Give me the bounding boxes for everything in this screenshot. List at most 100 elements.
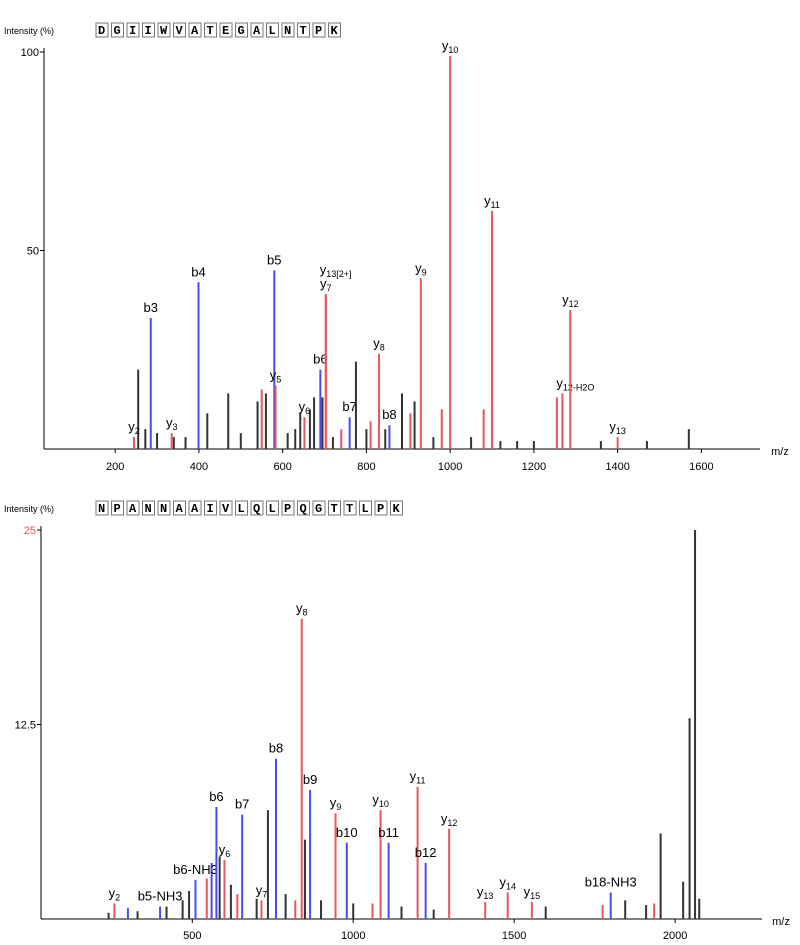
sequence-residue: Q (297, 500, 310, 516)
peak-label: y3 (166, 415, 178, 432)
peak-label: b6 (209, 789, 223, 804)
sequence-residue: I (142, 22, 155, 38)
sequence-residue: I (126, 22, 140, 38)
svg-text:V: V (222, 502, 230, 516)
svg-text:P: P (284, 502, 291, 516)
spectrum-chart-bottom: Intensity (%) N P A N N A A I V L Q L P Q G T T L P K2512.55… (4, 500, 790, 942)
x-tick-label: 1200 (522, 461, 546, 472)
peak-label: y2 (109, 885, 121, 902)
peak-label: b10 (336, 825, 358, 840)
x-tick-label: 500 (183, 930, 201, 942)
sequence-residue: E (219, 22, 233, 38)
sequence-residue: P (111, 500, 124, 516)
sequence-residue: N (157, 500, 171, 516)
sequence-residue: T (328, 500, 341, 516)
sequence-residue: A (188, 500, 202, 516)
svg-text:P: P (315, 24, 322, 38)
peak-label: b4 (191, 264, 205, 279)
svg-text:K: K (393, 502, 401, 516)
sequence-residue: K (328, 22, 341, 38)
peak-label: y12 (441, 811, 458, 828)
svg-text:T: T (300, 24, 307, 38)
peak-label: b3 (144, 300, 158, 315)
svg-text:P: P (114, 502, 121, 516)
sequence-residue: T (297, 22, 310, 38)
x-tick-label: 1000 (341, 930, 365, 942)
peak-label: y7 (320, 276, 332, 293)
sequence-residue: L (235, 500, 248, 516)
sequence-residue: A (188, 22, 202, 38)
sequence-residue: L (359, 500, 372, 516)
svg-text:K: K (331, 24, 339, 38)
sequence-residue: N (142, 500, 155, 516)
sequence-residue: A (173, 500, 186, 516)
peak-label: y8 (373, 336, 385, 353)
peak-label: y11 (484, 193, 500, 210)
svg-text:A: A (129, 502, 137, 516)
peak-label: b7 (342, 399, 356, 414)
svg-text:D: D (98, 24, 105, 38)
sequence-residue: V (219, 500, 233, 516)
peak-label: b8 (382, 407, 396, 422)
peak-label: b9 (303, 772, 317, 787)
svg-text:E: E (222, 24, 229, 38)
svg-text:I: I (129, 24, 136, 38)
spectrum-panel-top: Intensity (%) D G I I W V A T E G A L N T P K 100 50 200 400… (0, 0, 800, 472)
peak-label: b12 (415, 845, 437, 860)
sequence-residue: G (111, 22, 124, 38)
peak-label: y9 (330, 795, 342, 812)
x-tick-label: 400 (190, 461, 208, 472)
svg-text:N: N (98, 502, 105, 516)
sequence-residue: L (266, 22, 279, 38)
peak-label: b8 (269, 741, 283, 756)
peak-label: b7 (235, 797, 249, 812)
svg-text:Q: Q (300, 502, 307, 516)
y-tick-label: 50 (27, 246, 39, 258)
svg-text:N: N (160, 502, 167, 516)
peak-label: y11 (410, 769, 426, 786)
svg-text:T: T (207, 24, 214, 38)
x-axis-label: m/z (772, 916, 790, 928)
peak-label: b5 (267, 252, 281, 267)
svg-text:I: I (145, 24, 152, 38)
svg-text:A: A (191, 502, 199, 516)
sequence-residue: P (281, 500, 295, 516)
peak-label: y14 (499, 875, 516, 892)
svg-text:A: A (176, 502, 184, 516)
sequence-residue: G (235, 22, 248, 38)
svg-text:A: A (253, 24, 261, 38)
peak-label: b6-NH3 (173, 862, 218, 877)
svg-text:A: A (191, 24, 199, 38)
svg-text:L: L (269, 24, 276, 38)
svg-text:W: W (160, 24, 168, 38)
peak-label: y10 (442, 38, 459, 55)
peak-label: b18-NH3 (585, 875, 637, 890)
svg-text:G: G (315, 502, 322, 516)
x-tick-label: 1600 (689, 461, 713, 472)
sequence-residue: V (173, 22, 186, 38)
spectrum-panel-bottom: Intensity (%) N P A N N A A I V L Q L P Q G T T L P K 25 12.5 5… (0, 472, 800, 945)
x-tick-label: 800 (357, 461, 375, 472)
sequence-residue: L (266, 500, 279, 516)
x-tick-label: 1000 (438, 461, 462, 472)
svg-text:L: L (362, 502, 369, 516)
y-axis-label: Intensity (%) (4, 504, 54, 514)
y-tick-label: 25 (24, 525, 36, 537)
peak-label: b6 (313, 352, 327, 367)
svg-text:V: V (176, 24, 184, 38)
y-tick-label: 12.5 (15, 720, 36, 732)
sequence-residue: W (157, 22, 171, 38)
svg-text:P: P (377, 502, 384, 516)
sequence-residue: K (390, 500, 403, 516)
x-axis-label: m/z (771, 446, 789, 458)
sequence-residue: A (126, 500, 140, 516)
peak-label: b5-NH3 (138, 889, 183, 904)
peak-label: y6 (299, 399, 311, 416)
svg-text:N: N (284, 24, 291, 38)
sequence-residue: G (312, 500, 326, 516)
sequence-residue: P (374, 500, 388, 516)
sequence-residue: N (281, 22, 295, 38)
x-tick-label: 1500 (502, 930, 526, 942)
sequence-residue: P (312, 22, 326, 38)
